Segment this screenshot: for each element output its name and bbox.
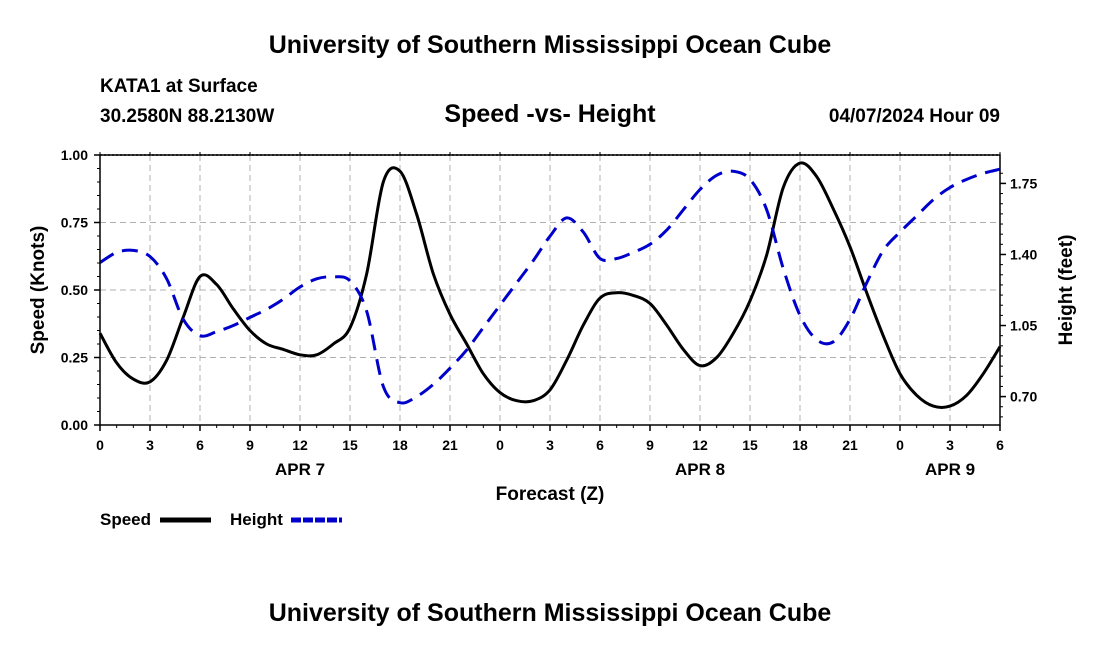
x-tick-label: 18 (792, 437, 808, 453)
y-tick-label: 0.50 (61, 282, 88, 298)
x-tick-label: 3 (546, 437, 554, 453)
x-tick-label: 15 (742, 437, 758, 453)
y2-tick-label: 1.05 (1010, 318, 1037, 334)
chart-title: University of Southern Mississippi Ocean… (268, 31, 832, 59)
x-tick-label: 6 (196, 437, 204, 453)
station-coordinates: 30.2580N 88.2130W (100, 106, 275, 127)
footer-title: University of Southern Mississippi Ocean… (268, 599, 832, 627)
series-layer (98, 161, 1002, 409)
x-tick-label: 3 (146, 437, 154, 453)
axes: 0 3 6 9 12 15 18 21 0 3 6 9 12 15 18 21 0 3 6 APR 7 APR 8 APR… (28, 147, 1077, 505)
y-tick-label: 1.00 (61, 147, 88, 163)
x-tick-label: 9 (646, 437, 654, 453)
y2-tick-label: 0.70 (1010, 389, 1037, 405)
date-label: APR 7 (275, 460, 325, 479)
legend-label-height: Height (230, 510, 283, 529)
station-label: KATA1 at Surface (100, 76, 258, 97)
y-tick-label: 0.25 (61, 350, 88, 366)
x-tick-label: 0 (96, 437, 104, 453)
x-tick-label: 21 (842, 437, 858, 453)
x-tick-label: 6 (996, 437, 1004, 453)
x-tick-label: 12 (692, 437, 708, 453)
x-tick-label: 0 (896, 437, 904, 453)
x-tick-label: 0 (496, 437, 504, 453)
chart-subtitle: Speed -vs- Height (444, 100, 656, 128)
series-speed-line (98, 161, 1002, 409)
y2-tick-label: 1.75 (1010, 175, 1037, 191)
x-tick-label: 21 (442, 437, 458, 453)
y-tick-label: 0.00 (61, 417, 88, 433)
y-axis-label: Speed (Knots) (28, 226, 49, 355)
y-tick-label: 0.75 (61, 215, 88, 231)
y2-tick-label: 1.40 (1010, 246, 1037, 262)
y2-axis-label: Height (feet) (1056, 235, 1077, 346)
x-tick-label: 6 (596, 437, 604, 453)
forecast-datetime: 04/07/2024 Hour 09 (828, 106, 1000, 127)
series-height-line (99, 167, 1001, 405)
legend-label-speed: Speed (100, 510, 151, 529)
date-label: APR 8 (675, 460, 725, 479)
grid (100, 155, 1000, 425)
x-tick-label: 9 (246, 437, 254, 453)
x-tick-label: 18 (392, 437, 408, 453)
x-tick-label: 12 (292, 437, 308, 453)
date-label: APR 9 (925, 460, 975, 479)
x-tick-label: 3 (946, 437, 954, 453)
legend: Speed Height (100, 510, 342, 529)
x-tick-label: 15 (342, 437, 358, 453)
x-axis-label: Forecast (Z) (496, 484, 605, 505)
